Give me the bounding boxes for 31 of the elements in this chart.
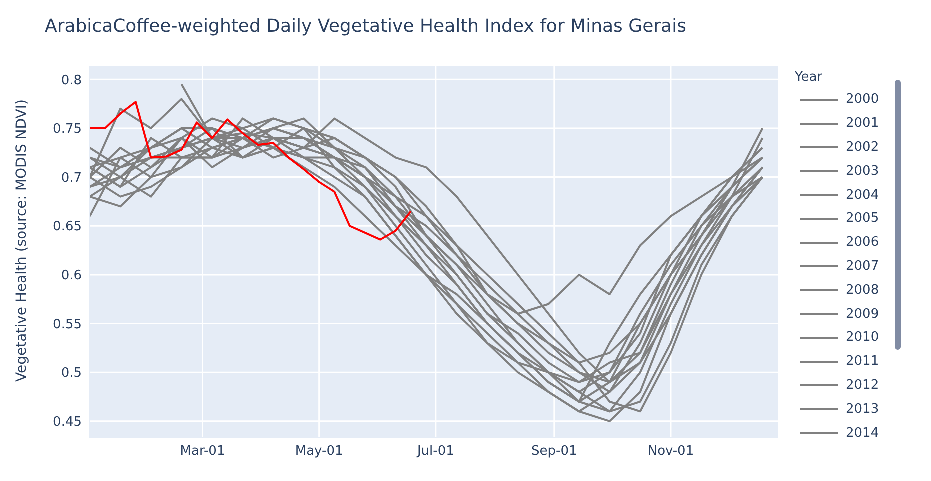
x-tick-label: Sep-01 [532, 444, 578, 460]
legend-label: 2014 [846, 426, 880, 441]
legend-title: Year [795, 70, 824, 85]
chart-title: ArabicaCoffee-weighted Daily Vegetative Health Index for Minas Gerais [45, 16, 686, 37]
y-axis-title: Vegetative Health (source: MODIS NDVI) [14, 100, 30, 382]
y-tick-label: 0.6 [61, 268, 82, 284]
legend-label: 2000 [846, 92, 880, 108]
legend-label: 2009 [846, 306, 880, 322]
legend-label: 2013 [846, 402, 880, 417]
legend-label: 2011 [846, 354, 880, 370]
legend-label: 2008 [846, 282, 880, 298]
y-tick-label: 0.65 [53, 220, 82, 235]
x-tick-label: Jul-01 [416, 444, 454, 460]
y-tick-label: 0.8 [61, 73, 82, 88]
y-tick-label: 0.5 [61, 366, 82, 382]
legend-label: 2003 [846, 164, 880, 179]
legend-label: 2007 [846, 258, 880, 274]
x-tick-label: May-01 [295, 444, 344, 460]
y-tick-label: 0.45 [53, 415, 82, 430]
legend-label: 2012 [846, 378, 880, 393]
y-tick-label: 0.55 [53, 317, 82, 332]
x-tick-label: Nov-01 [648, 444, 694, 460]
legend-label: 2005 [846, 211, 880, 226]
y-tick-label: 0.7 [61, 170, 82, 186]
legend-label: 2010 [846, 330, 880, 346]
legend-label: 2006 [846, 235, 880, 250]
legend-label: 2004 [846, 188, 880, 203]
y-tick-label: 0.75 [53, 122, 82, 138]
legend-label: 2002 [846, 140, 880, 155]
legend-label: 2001 [846, 116, 880, 132]
x-tick-label: Mar-01 [180, 444, 226, 460]
